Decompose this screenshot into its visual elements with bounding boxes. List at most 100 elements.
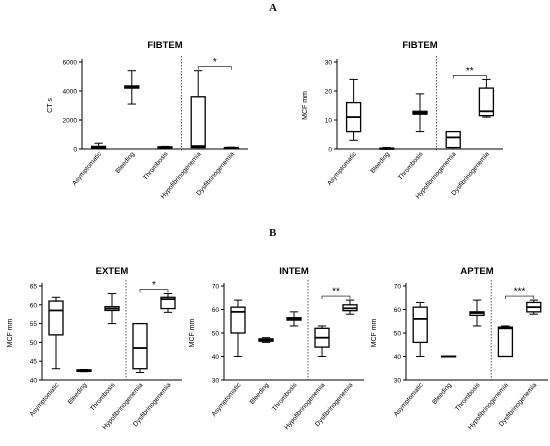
- box-dysfibrinogenemia: [160, 293, 176, 313]
- box-hypofibrinogenemia: [132, 322, 148, 373]
- y-tick-label: 4000: [63, 89, 78, 96]
- significance-bracket: [505, 295, 535, 300]
- y-tick-label: 60: [30, 302, 38, 309]
- box-iqr: [478, 87, 495, 117]
- box-dysfibrinogenemia: [526, 299, 542, 315]
- y-tick-label: 60: [394, 307, 402, 314]
- x-tick-label: Thrombosis: [142, 150, 170, 181]
- x-tick-label: Asymptomatic: [29, 381, 61, 418]
- significance-bracket: [452, 75, 487, 79]
- y-tick-label: 10: [325, 118, 333, 125]
- chart-intem: INTEM 30 40 50 60 70 MCF mm Asymptomatic Bleedin…: [189, 266, 364, 431]
- y-tick-label: 6000: [63, 60, 78, 67]
- panel-label-b: B: [269, 227, 277, 239]
- chart-title: FIBTEM: [147, 40, 182, 51]
- box-thrombosis: [412, 93, 428, 133]
- y-tick-label: 30: [325, 60, 333, 67]
- chart-title: APTEM: [460, 266, 493, 277]
- box-thrombosis: [104, 293, 120, 325]
- box-bleeding: [379, 147, 395, 150]
- significance-bracket: [321, 295, 351, 300]
- box-iqr: [230, 306, 246, 334]
- box-hypofibrinogenemia: [314, 325, 330, 357]
- y-axis-label: MCF mm: [302, 91, 309, 120]
- box-thrombosis: [286, 311, 302, 327]
- x-tick-label: Asymptomatic: [326, 150, 358, 187]
- y-tick-label: 50: [30, 340, 38, 347]
- y-tick-label: 65: [30, 284, 38, 291]
- y-tick-label: 40: [30, 378, 38, 385]
- box-iqr: [412, 306, 428, 344]
- box-iqr: [48, 300, 64, 336]
- x-tick-label: Dysfibrinogenemia: [450, 151, 491, 198]
- box-dysfibrinogenemia: [478, 78, 495, 118]
- box-asymptomatic: [48, 296, 64, 370]
- box-hypofibrinogenemia: [190, 70, 206, 150]
- y-tick-label: 70: [394, 284, 402, 291]
- box-dysfibrinogenemia: [223, 146, 240, 150]
- box-iqr: [132, 322, 148, 370]
- chart-aptem: APTEM 30 40 50 60 70 MCF mm Asymptomatic Bleedin…: [371, 266, 548, 431]
- y-axis-label: CT s: [47, 98, 54, 113]
- significance-marker: ***: [514, 287, 526, 298]
- box-iqr: [497, 326, 514, 358]
- y-tick-label: 40: [394, 354, 402, 361]
- y-tick-label: 30: [212, 378, 220, 385]
- y-tick-label: 50: [394, 331, 402, 338]
- panel-label-a: A: [269, 2, 277, 14]
- significance-marker: *: [213, 57, 217, 68]
- y-tick-label: 20: [325, 89, 333, 96]
- chart-title: FIBTEM: [402, 40, 437, 51]
- significance-bracket: [197, 66, 232, 70]
- y-tick-label: 50: [212, 331, 220, 338]
- x-tick-label: Thrombosis: [397, 150, 425, 181]
- chart-fibtem-mcf: FIBTEM 0 10 20 30 MCF mm Asymptomatic Bleeding T…: [302, 40, 503, 200]
- y-tick-label: 0: [73, 147, 77, 154]
- box-thrombosis: [469, 299, 485, 327]
- box-bleeding: [440, 355, 457, 358]
- box-iqr: [160, 296, 176, 310]
- x-tick-label: Bleeding: [249, 382, 271, 406]
- chart-extem: EXTEM 40 45 50 55 60 65 MCF mm Asymptomatic Bleed…: [7, 266, 182, 431]
- x-tick-label: Asymptomatic: [211, 381, 243, 418]
- y-tick-label: 40: [212, 354, 220, 361]
- significance-bracket: [139, 289, 169, 293]
- box-bleeding: [76, 368, 92, 373]
- x-tick-label: Bleeding: [369, 151, 391, 175]
- x-tick-label: Asymptomatic: [393, 381, 425, 418]
- y-tick-label: 2000: [63, 118, 78, 125]
- y-axis-label: MCF mm: [371, 318, 378, 347]
- x-tick-label: Bleeding: [67, 382, 89, 406]
- chart-fibtem-ct: FIBTEM 0 2000 4000 6000 CT s Asymptomatic Bleed…: [47, 40, 248, 200]
- box-thrombosis: [157, 145, 173, 149]
- box-hypofibrinogenemia: [445, 130, 461, 150]
- y-tick-label: 45: [30, 359, 38, 366]
- box-asymptomatic: [412, 301, 428, 357]
- box-iqr: [190, 96, 206, 149]
- x-tick-label: Bleeding: [114, 151, 136, 175]
- chart-title: INTEM: [279, 266, 309, 277]
- y-tick-label: 0: [328, 147, 332, 154]
- x-tick-label: Thrombosis: [89, 381, 117, 412]
- y-tick-label: 60: [212, 307, 220, 314]
- box-asymptomatic: [230, 299, 246, 357]
- x-tick-label: Bleeding: [431, 382, 453, 406]
- y-axis-label: MCF mm: [189, 318, 196, 347]
- x-tick-label: Dysfibrinogenemia: [195, 151, 236, 198]
- significance-marker: *: [152, 280, 156, 291]
- x-tick-label: Thrombosis: [454, 381, 482, 412]
- y-tick-label: 70: [212, 284, 220, 291]
- x-tick-label: Asymptomatic: [71, 150, 103, 187]
- box-hypofibrinogenemia: [497, 325, 514, 358]
- box-bleeding: [258, 337, 274, 343]
- x-tick-label: Thrombosis: [271, 381, 299, 412]
- y-tick-label: 30: [394, 378, 402, 385]
- y-tick-label: 55: [30, 321, 38, 328]
- box-bleeding: [124, 70, 140, 105]
- box-asymptomatic: [90, 142, 107, 150]
- significance-marker: **: [332, 287, 340, 298]
- box-asymptomatic: [345, 78, 362, 141]
- significance-marker: **: [466, 66, 474, 77]
- y-axis-label: MCF mm: [7, 318, 14, 347]
